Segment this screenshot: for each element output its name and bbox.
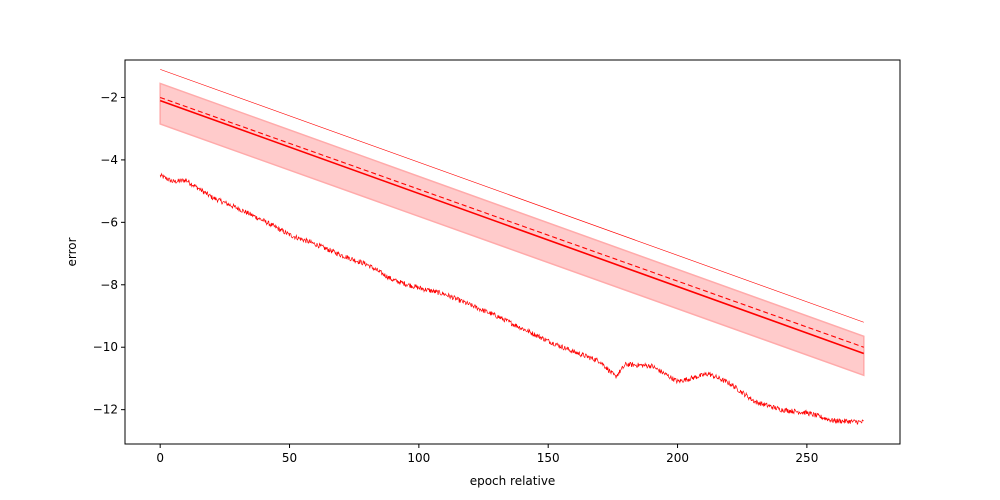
ticks: 0 50 100 150 200 250 −12 −10 −8 −6 −4 −2 (93, 90, 819, 465)
series-line-dashed (159, 96, 864, 348)
y-axis-label: error (65, 237, 79, 266)
y-tick-label: −12 (93, 403, 118, 417)
series-line-main (159, 99, 865, 355)
y-tick-label: −4 (100, 153, 118, 167)
x-tick-label: 250 (795, 451, 818, 465)
y-tick-label: −6 (100, 215, 118, 229)
plot-area (159, 69, 865, 426)
series-line-upper (160, 69, 864, 323)
x-axis-label: epoch relative (470, 474, 556, 488)
series-line-noisy (159, 172, 864, 426)
x-tick-label: 150 (537, 451, 560, 465)
x-tick-label: 50 (282, 451, 297, 465)
confidence-band (159, 82, 865, 377)
axes-frame (124, 59, 901, 445)
y-tick-label: −10 (93, 340, 118, 354)
x-tick-label: 0 (156, 451, 164, 465)
x-tick-label: 200 (666, 451, 689, 465)
y-tick-label: −2 (100, 90, 118, 104)
x-tick-label: 100 (407, 451, 430, 465)
y-tick-label: −8 (100, 278, 118, 292)
